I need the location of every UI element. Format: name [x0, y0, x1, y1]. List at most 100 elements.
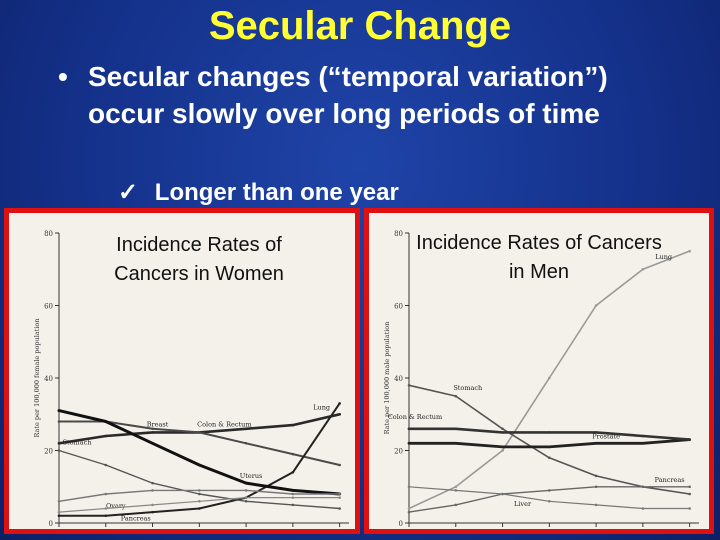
women-point-lung [151, 510, 154, 514]
men-point-liver [688, 507, 691, 510]
men-series-stomach [408, 384, 691, 495]
women-series-stomach [58, 449, 341, 510]
men-y-tick-label: 80 [394, 230, 403, 238]
men-point-stomach [548, 456, 551, 460]
men-point-lung [594, 304, 598, 307]
women-point-colon-and-rectum [198, 431, 201, 434]
women-point-lung [291, 470, 295, 474]
men-point-lung [688, 249, 691, 253]
women-point-colon-and-rectum [244, 441, 248, 445]
men-point-prostate [501, 445, 504, 449]
bullet-text: Secular changes (“temporal variation”) o… [88, 61, 608, 129]
women-point-stomach [244, 499, 248, 503]
women-series-label-breast: Breast [147, 420, 169, 428]
men-point-colon-and-rectum [594, 431, 598, 434]
women-point-uterus [291, 489, 295, 492]
men-y-tick-label: 60 [394, 303, 403, 311]
women-point-stomach [57, 449, 61, 452]
men-series-label-liver: Liver [514, 500, 532, 508]
women-y-tick-label: 20 [44, 448, 53, 456]
men-point-lung [501, 449, 504, 452]
women-point-breast [151, 431, 154, 434]
women-point-pancreas [291, 496, 295, 499]
men-point-prostate [407, 441, 411, 445]
women-point-colon-and-rectum [291, 452, 295, 456]
women-series-label-uterus: Uterus [240, 472, 263, 480]
women-point-ovary [291, 492, 295, 496]
women-point-breast [244, 427, 248, 431]
women-point-breast [57, 441, 61, 445]
sub-bullet-text: Longer than one year [154, 179, 399, 206]
men-point-prostate [641, 441, 645, 445]
chart-title-women: Incidence Rates of Cancers in Women [114, 234, 284, 285]
men-point-lung [641, 267, 645, 271]
men-point-stomach [501, 427, 504, 431]
women-series-label-colon-and-rectum: Colon & Rectum [197, 420, 251, 428]
men-series-lung [408, 250, 691, 510]
women-point-colon-and-rectum [151, 427, 154, 431]
men-series-label-stomach: Stomach [453, 384, 482, 392]
women-point-stomach [291, 503, 295, 507]
women-point-pancreas [198, 499, 201, 503]
men-point-pancreas [407, 510, 411, 514]
men-point-colon-and-rectum [501, 431, 504, 434]
women-point-ovary [338, 492, 341, 496]
women-series-label-stomach: Stomach [63, 439, 92, 447]
women-point-stomach [338, 507, 341, 510]
check-icon: ✓ [118, 179, 139, 206]
women-point-lung [57, 514, 61, 518]
men-point-colon-and-rectum [407, 427, 411, 431]
women-point-uterus [151, 441, 154, 445]
men-y-tick-label: 0 [399, 520, 403, 528]
women-point-uterus [198, 463, 201, 467]
men-point-liver [501, 492, 504, 496]
men-point-liver [548, 499, 551, 503]
chart-title-men: Incidence Rates of Cancers in Men [416, 232, 662, 283]
women-y-tick-label: 0 [49, 520, 53, 528]
women-point-colon-and-rectum [338, 463, 341, 467]
men-point-stomach [454, 394, 458, 398]
men-point-liver [407, 485, 411, 489]
women-point-uterus [244, 481, 248, 485]
men-point-stomach [407, 383, 411, 387]
main-bullet: • Secular changes (“temporal variation”)… [58, 58, 658, 132]
sub-bullet: ✓ Longer than one year [118, 178, 399, 207]
women-point-ovary [57, 499, 61, 503]
men-point-colon-and-rectum [548, 431, 551, 434]
men-point-pancreas [641, 485, 645, 489]
men-point-lung [548, 376, 551, 380]
men-point-prostate [548, 445, 551, 449]
women-point-ovary [198, 489, 201, 492]
women-series-label-pancreas: Pancreas [121, 515, 151, 523]
women-series-label-lung: Lung [313, 403, 330, 411]
men-point-pancreas [454, 503, 458, 507]
men-point-lung [407, 507, 411, 510]
men-point-colon-and-rectum [454, 427, 458, 431]
men-point-prostate [594, 441, 598, 445]
men-series-label-lung: Lung [655, 253, 672, 261]
chart-men: 0204060801930194019501960197019801990Rat… [383, 230, 699, 528]
men-series-colon-and-rectum [407, 427, 691, 441]
men-series-label-pancreas: Pancreas [655, 476, 685, 484]
men-y-tick-label: 20 [394, 448, 403, 456]
women-y-axis-label: Rate per 100,000 female population [33, 318, 41, 437]
men-series-label-colon-and-rectum: Colon & Rectum [388, 413, 442, 421]
men-point-lung [454, 485, 458, 489]
chart-panel-men: 0204060801930194019501960197019801990Rat… [364, 208, 714, 534]
women-point-uterus [57, 409, 61, 412]
men-y-axis-label: Rate per 100,000 male population [383, 322, 391, 435]
men-point-colon-and-rectum [688, 438, 691, 441]
women-point-stomach [151, 481, 154, 485]
women-point-stomach [104, 463, 108, 467]
men-point-liver [594, 503, 598, 507]
women-point-uterus [104, 420, 108, 423]
women-point-colon-and-rectum [57, 420, 61, 423]
women-point-pancreas [151, 503, 154, 507]
men-point-liver [454, 489, 458, 492]
men-point-pancreas [688, 485, 691, 489]
women-point-pancreas [57, 510, 61, 514]
women-series-breast [57, 413, 341, 445]
men-point-pancreas [548, 489, 551, 492]
men-y-tick-label: 40 [394, 375, 403, 383]
men-point-stomach [688, 492, 691, 496]
